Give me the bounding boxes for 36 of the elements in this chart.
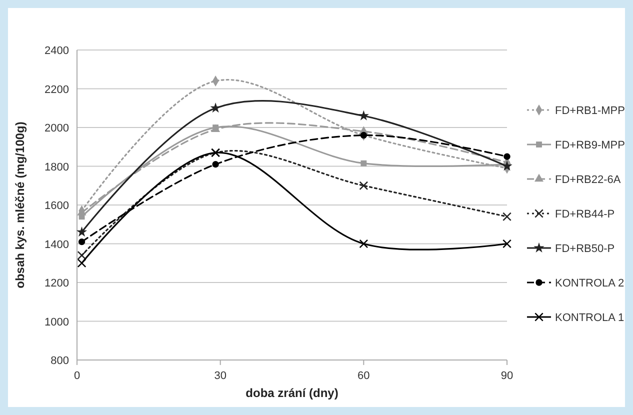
y-tick-label: 1800 — [44, 161, 69, 174]
point — [212, 160, 219, 168]
legend-label: KONTROLA 2 — [555, 278, 624, 290]
point — [358, 110, 369, 120]
legend-label: KONTROLA 1 — [555, 312, 624, 324]
x-tick-label: 90 — [500, 370, 514, 382]
y-tick-label: 2200 — [44, 84, 69, 96]
y-tick-label: 1000 — [44, 316, 69, 328]
x-tick-label: 30 — [214, 370, 226, 382]
legend-label: FD+RB50-P — [555, 243, 615, 255]
y-tick-label: 2400 — [44, 45, 69, 57]
point — [210, 102, 221, 113]
point — [77, 250, 86, 260]
point — [502, 239, 512, 248]
point — [502, 160, 512, 171]
legend-label: FD+RB9-MPP — [555, 140, 625, 152]
point — [359, 239, 368, 248]
point — [360, 160, 367, 166]
point — [359, 181, 368, 190]
legend-label: FD+RB1-MPP — [555, 105, 625, 117]
y-tick-label: 1600 — [44, 200, 69, 212]
point — [78, 238, 86, 246]
legend-label: FD+RB44-P — [555, 208, 615, 220]
x-tick-label: 60 — [358, 370, 370, 382]
y-axis-title: obsah kys. mléčné (mg/100g) — [13, 122, 27, 288]
x-axis-title: doba zrání (dny) — [246, 386, 338, 400]
y-tick-label: 800 — [50, 355, 69, 367]
point — [77, 258, 86, 268]
y-tick-label: 1400 — [44, 238, 69, 251]
point — [502, 212, 512, 222]
legend-label: FD+RB22-6A — [555, 174, 622, 186]
y-tick-label: 1200 — [44, 278, 69, 290]
y-tick-label: 2000 — [44, 122, 69, 134]
point — [504, 153, 510, 160]
x-tick-label: 0 — [74, 370, 80, 382]
point — [76, 226, 88, 237]
